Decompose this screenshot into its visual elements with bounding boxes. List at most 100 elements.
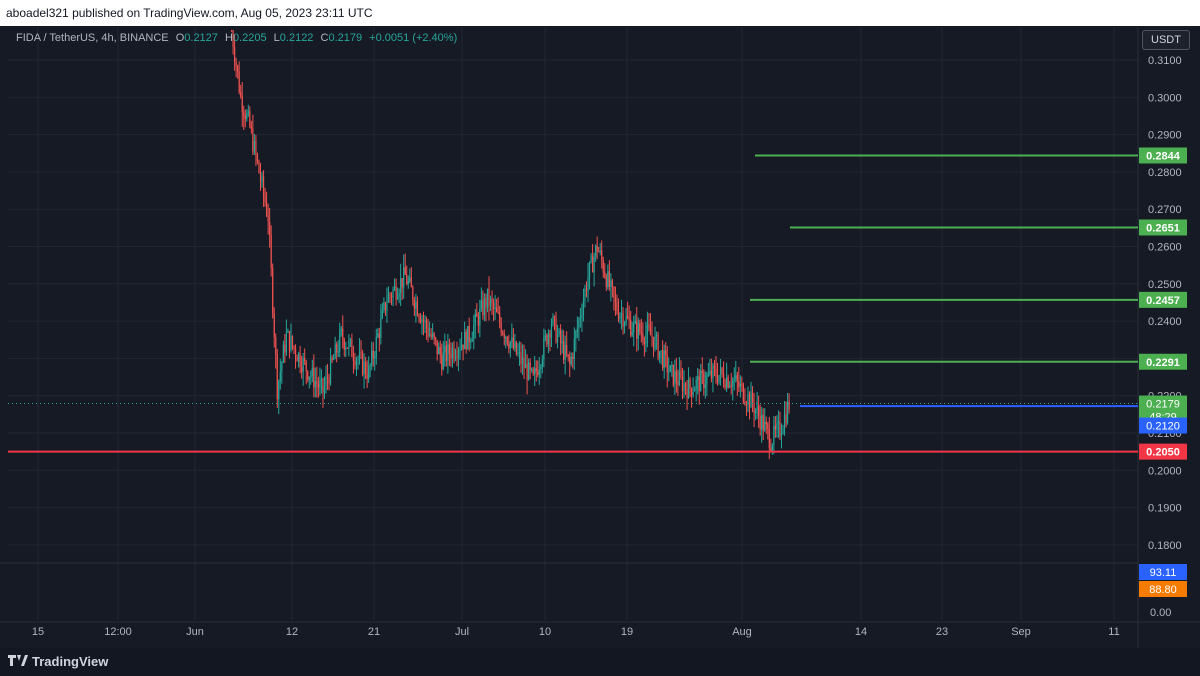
candle-body	[357, 358, 359, 361]
candle-body	[783, 413, 786, 430]
price-tags: 0.28440.26510.24570.22910.21720.20500.21…	[1139, 147, 1187, 597]
candle-body	[727, 377, 729, 388]
candle-body	[786, 401, 789, 423]
candle-body	[299, 353, 301, 368]
level-price-tag	[1139, 219, 1187, 236]
candle-body	[722, 373, 725, 384]
candle-body	[774, 425, 776, 430]
candle-body	[415, 301, 417, 309]
candle-body	[604, 272, 606, 277]
candle-body	[500, 322, 502, 333]
candle-body	[745, 403, 748, 405]
candle-body	[756, 406, 758, 410]
candle-body	[729, 385, 731, 388]
candle-body	[483, 298, 486, 316]
candle-body	[264, 194, 266, 203]
candle-body	[401, 278, 403, 288]
indicator-value-tag	[1139, 564, 1187, 580]
candle-body	[686, 388, 688, 398]
candle-body	[365, 362, 367, 375]
candle-body	[343, 339, 345, 350]
candle-body	[304, 358, 306, 362]
candle-body	[642, 333, 644, 341]
candle-body	[416, 301, 419, 316]
candle-body	[235, 61, 237, 66]
candle-body	[758, 406, 760, 417]
currency-unit-button[interactable]: USDT	[1142, 30, 1190, 50]
candle-body	[508, 343, 510, 349]
candle-body	[506, 337, 508, 344]
candle-body	[750, 391, 752, 408]
candle-body	[445, 345, 447, 361]
candle-body	[776, 423, 778, 430]
candle-body	[383, 302, 385, 310]
open-label: O	[175, 32, 185, 44]
candle-body	[593, 257, 595, 273]
price-tick-label: 0.1900	[1148, 503, 1182, 515]
candle-body	[346, 347, 348, 349]
chart-area[interactable]	[0, 26, 1200, 648]
candle-body	[645, 334, 647, 344]
candle-body	[436, 340, 438, 354]
candle-body	[453, 347, 455, 358]
symbol-label: FIDA / TetherUS, 4h, BINANCE	[16, 32, 169, 44]
candle-body	[438, 347, 440, 354]
candle-body	[230, 30, 233, 32]
level-price-tag-label: 0.2457	[1146, 295, 1180, 307]
candle-body	[400, 278, 402, 294]
tradingview-logo[interactable]: TradingView	[8, 654, 108, 669]
candle-body	[342, 328, 344, 340]
price-chart[interactable]: 0.3100 0.3000 0.2900 0.2800 0.2700 0.2600 0.25…	[0, 0, 1200, 648]
candle-body	[610, 280, 612, 287]
time-tick-label: 14	[855, 626, 867, 638]
level-price-tag	[1139, 291, 1187, 308]
candle-body	[669, 365, 671, 372]
candle-body	[427, 328, 429, 336]
candle-body	[238, 71, 240, 93]
candle-body	[240, 92, 242, 96]
candle-body	[451, 347, 454, 359]
candle-body	[520, 351, 522, 365]
time-tick-label: 12	[286, 626, 298, 638]
candle-body	[404, 267, 406, 275]
candle-body	[333, 358, 335, 361]
candle-body	[605, 276, 607, 287]
candle-body	[505, 337, 507, 339]
candle-body	[384, 302, 387, 311]
candle-body	[319, 381, 321, 388]
candle-body	[788, 401, 790, 409]
candle-body	[622, 313, 624, 327]
candle-body	[771, 444, 773, 451]
current-price-tag-label: 0.2179	[1146, 399, 1180, 411]
candle-body	[428, 334, 431, 336]
candle-body	[552, 316, 554, 325]
candle-body	[421, 319, 423, 323]
candle-body	[744, 401, 746, 404]
candle-body	[607, 271, 609, 287]
time-tick-label: 15	[32, 626, 44, 638]
time-tick-label: 10	[539, 626, 551, 638]
candle-body	[511, 337, 513, 343]
candle-body	[435, 337, 437, 341]
candle-body	[497, 311, 499, 313]
candle-body	[602, 260, 604, 273]
time-tick-label: 21	[368, 626, 380, 638]
candle-body	[595, 245, 597, 258]
level-price-tag-label: 0.2651	[1146, 222, 1180, 234]
candle-body	[509, 342, 511, 349]
candle-body	[596, 245, 598, 252]
candle-body	[721, 367, 723, 374]
price-tick-label: 0.3100	[1148, 55, 1182, 67]
candle-body	[352, 356, 355, 361]
candle-body	[646, 324, 649, 335]
candle-body	[741, 383, 743, 385]
candle-body	[662, 350, 664, 368]
candle-body	[639, 323, 641, 332]
candle-body	[288, 331, 291, 351]
candle-body	[759, 416, 761, 430]
candle-body	[265, 202, 268, 216]
candle-body	[339, 331, 341, 352]
candle-body	[694, 389, 696, 392]
candle-body	[553, 316, 556, 318]
candle-body	[282, 344, 284, 363]
